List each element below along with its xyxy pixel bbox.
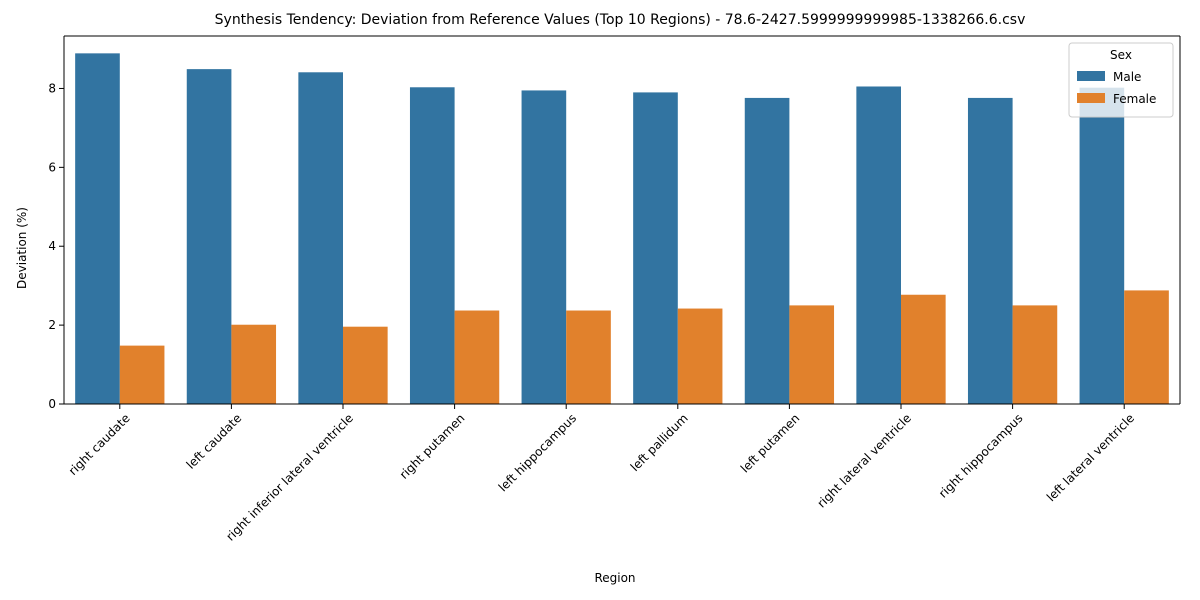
legend-swatch-female [1077, 93, 1105, 103]
bar-female-8 [1012, 305, 1058, 404]
x-tick-label: right lateral ventricle [815, 411, 914, 510]
bar-male-8 [967, 97, 1013, 405]
legend-swatch-male [1077, 71, 1105, 81]
bar-male-1 [186, 69, 232, 404]
x-tick-label: right inferior lateral ventricle [223, 411, 356, 544]
bars-layer [75, 53, 1169, 405]
chart-title: Synthesis Tendency: Deviation from Refer… [215, 12, 1026, 28]
bar-male-9 [1079, 87, 1125, 405]
bar-female-6 [789, 305, 835, 404]
x-axis-label: Region [594, 571, 635, 585]
bar-female-3 [454, 310, 500, 404]
bar-female-7 [901, 294, 946, 404]
y-tick-label: 4 [48, 239, 56, 253]
legend-title: Sex [1110, 48, 1132, 62]
y-tick-label: 2 [48, 318, 56, 332]
bar-female-2 [343, 326, 388, 404]
y-tick-label: 6 [48, 160, 56, 174]
bar-female-5 [677, 308, 723, 404]
bar-female-9 [1124, 290, 1169, 404]
legend: Sex Male Female [1068, 42, 1174, 118]
x-tick-label: left pallidum [628, 411, 691, 474]
y-tick-label: 8 [48, 81, 56, 95]
x-tick-label: right putamen [397, 411, 468, 482]
legend-entry-male: Male [1113, 70, 1141, 84]
x-tick-label: right hippocampus [936, 411, 1026, 501]
bar-male-5 [633, 92, 678, 405]
bar-male-0 [75, 53, 120, 404]
bar-male-3 [409, 87, 455, 404]
x-tick-label: left lateral ventricle [1044, 411, 1137, 504]
y-axis-label: Deviation (%) [15, 207, 29, 289]
bar-female-1 [231, 324, 277, 404]
x-tick-label: right caudate [66, 411, 133, 478]
y-tick-label: 0 [48, 397, 56, 411]
legend-entry-female: Female [1113, 92, 1156, 106]
bar-male-4 [521, 90, 567, 405]
x-tick-label: left hippocampus [496, 411, 579, 494]
bar-male-6 [744, 97, 790, 405]
bar-male-2 [298, 72, 343, 404]
x-tick-label: left putamen [738, 411, 803, 476]
bar-female-0 [119, 345, 165, 404]
x-tick-label: left caudate [184, 411, 245, 472]
bar-female-4 [566, 310, 611, 404]
bar-male-7 [856, 86, 901, 405]
